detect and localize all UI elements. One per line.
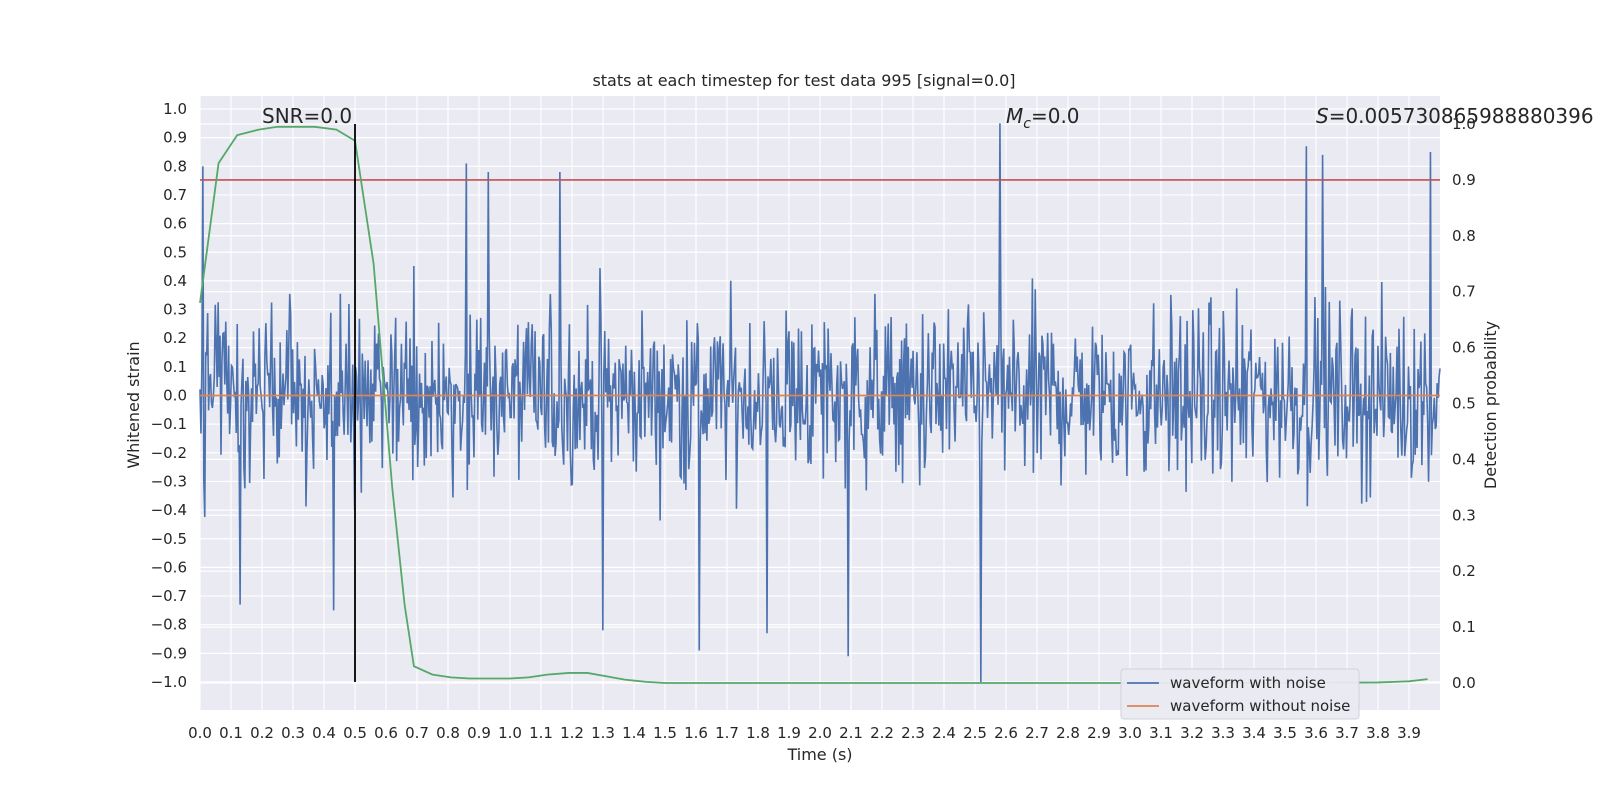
y2-tick-label: 0.8 [1452,227,1476,245]
x-tick-label: 1.7 [715,724,739,742]
y2-tick-label: 0.5 [1452,395,1476,413]
x-tick-label: 0.7 [405,724,429,742]
x-tick-label: 3.1 [1149,724,1173,742]
y-tick-label: 0.3 [163,301,187,319]
x-axis-label: Time (s) [786,745,852,764]
x-tick-label: 0.3 [281,724,305,742]
y-tick-label: −0.1 [151,415,187,433]
y-tick-label: −0.8 [151,616,187,634]
x-tick-label: 3.7 [1335,724,1359,742]
legend-label-clean: waveform without noise [1170,697,1350,715]
noisy-waveform-series [199,123,1441,683]
y-tick-label: 0.9 [163,129,187,147]
x-tick-label: 3.5 [1273,724,1297,742]
x-tick-label: 3.0 [1118,724,1142,742]
y-tick-label: −1.0 [151,673,187,691]
x-tick-label: 1.6 [684,724,708,742]
y-tick-label: −0.9 [151,644,187,662]
y-tick-label: −0.5 [151,530,187,548]
x-tick-label: 1.4 [622,724,646,742]
y2-tick-label: 0.7 [1452,283,1476,301]
y-tick-label: 0.7 [163,186,187,204]
mc-value: =0.0 [1031,104,1080,128]
x-tick-label: 1.3 [591,724,615,742]
x-tick-label: 2.1 [839,724,863,742]
y2-tick-label: 0.9 [1452,171,1476,189]
chirp-mass-annotation: Mc=0.0 [1006,104,1080,132]
y2-tick-label: 0.0 [1452,674,1476,692]
legend-box [1120,668,1360,720]
legend-label-noisy: waveform with noise [1170,674,1326,692]
x-tick-label: 2.3 [901,724,925,742]
x-tick-label: 2.6 [994,724,1018,742]
detection-probability-line [199,125,1428,684]
y2-tick-labels: 1.0 0.9 0.8 0.7 0.6 0.5 0.4 0.3 0.2 0.1 0.0 [1452,115,1476,692]
x-tick-label: 2.4 [932,724,956,742]
x-tick-label: 1.1 [529,724,553,742]
y-tick-label: 0.4 [163,272,187,290]
x-tick-label: 3.9 [1397,724,1421,742]
y-tick-label: −0.4 [151,501,187,519]
y-tick-label: −0.3 [151,472,187,490]
legend: waveform with noise waveform without noi… [1120,668,1360,720]
x-tick-label: 0.6 [374,724,398,742]
x-tick-label: 0.9 [467,724,491,742]
x-tick-label: 3.4 [1242,724,1266,742]
y-tick-label: −0.2 [151,444,187,462]
x-tick-label: 2.8 [1056,724,1080,742]
s-symbol: S [1316,104,1329,128]
y-tick-label: −0.6 [151,558,187,576]
y2-axis-label: Detection probability [1481,321,1500,489]
x-tick-label: 2.7 [1025,724,1049,742]
y-tick-label: 0.5 [163,243,187,261]
x-tick-label: 0.1 [219,724,243,742]
x-tick-label: 0.8 [436,724,460,742]
mc-symbol: M [1006,104,1023,128]
chart-title: stats at each timestep for test data 995… [592,71,1015,90]
y2-tick-label: 0.1 [1452,618,1476,636]
y-tick-label: 0.2 [163,329,187,347]
y-tick-labels: 1.0 0.9 0.8 0.7 0.6 0.5 0.4 0.3 0.2 0.1 0.0 −0.1 −0.… [151,100,187,691]
x-tick-label: 1.9 [777,724,801,742]
detection-probability-series [199,125,1428,684]
mc-subscript: c [1023,116,1031,132]
y2-tick-label: 0.4 [1452,450,1476,468]
y2-tick-label: 0.6 [1452,339,1476,357]
noisy-waveform-line [199,123,1441,683]
x-tick-label: 0.4 [312,724,336,742]
x-tick-label: 0.2 [250,724,274,742]
x-tick-label: 2.5 [963,724,987,742]
x-tick-label: 3.2 [1180,724,1204,742]
x-tick-label: 2.0 [808,724,832,742]
y2-tick-label: 1.0 [1452,115,1476,133]
x-tick-label: 3.8 [1366,724,1390,742]
s-value: =0.005730865988880396 [1329,104,1594,128]
x-tick-label: 2.2 [870,724,894,742]
y-tick-label: −0.7 [151,587,187,605]
y-tick-label: 0.0 [163,387,187,405]
snr-annotation: SNR=0.0 [262,104,352,128]
x-tick-label: 0.5 [343,724,367,742]
y-tick-label: 0.1 [163,358,187,376]
x-tick-label: 1.5 [653,724,677,742]
y2-tick-label: 0.3 [1452,506,1476,524]
x-tick-labels: 0.0 0.1 0.2 0.3 0.4 0.5 0.6 0.7 0.8 0.9 1.0 1.1 1.2 1… [188,724,1421,742]
x-tick-label: 1.8 [746,724,770,742]
x-tick-label: 2.9 [1087,724,1111,742]
y-tick-label: 1.0 [163,100,187,118]
x-tick-label: 3.6 [1304,724,1328,742]
x-tick-label: 3.3 [1211,724,1235,742]
x-tick-label: 1.0 [498,724,522,742]
y-tick-label: 0.8 [163,157,187,175]
s-annotation: S=0.005730865988880396 [1316,104,1594,128]
y2-tick-label: 0.2 [1452,562,1476,580]
x-tick-label: 0.0 [188,724,212,742]
y-axis-label: Whitened strain [124,341,143,468]
x-tick-label: 1.2 [560,724,584,742]
y-tick-label: 0.6 [163,215,187,233]
